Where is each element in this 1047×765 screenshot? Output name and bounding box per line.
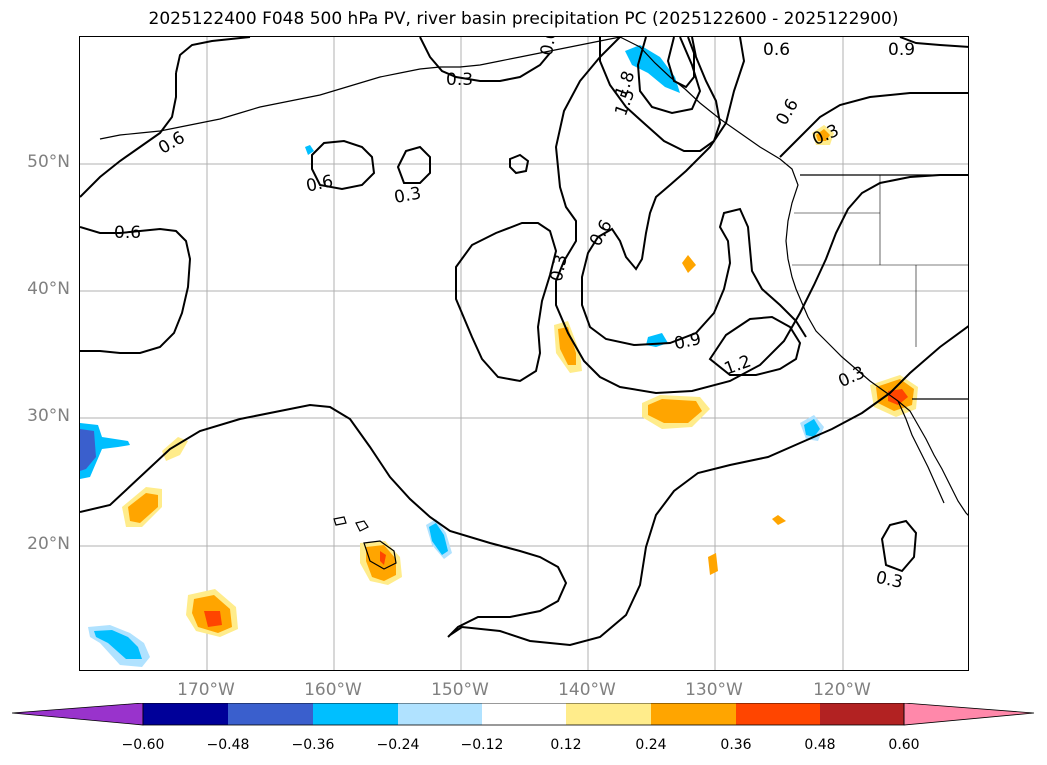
contour-label-8: 0.3: [547, 253, 572, 284]
contour-0.6-north: [80, 73, 177, 198]
contour-0.3-nw: [175, 37, 251, 74]
precip-cyan-southwest: [94, 630, 142, 659]
contour-0.6-ring: [311, 139, 376, 191]
contour-0.3-top: [419, 37, 551, 82]
contour-label-18: 0.6: [772, 95, 803, 128]
precip-orange-hawaii: [366, 545, 396, 581]
contour-small-ring: [509, 153, 530, 175]
precip-orange-tiny-3: [772, 515, 786, 525]
contour-center-oval: [455, 222, 558, 383]
precip-cyan-tiny-north: [305, 145, 314, 155]
pv-contours: [80, 37, 968, 647]
contour-0.6-main: [554, 37, 968, 395]
map-title: 2025122400 F048 500 hPa PV, river basin …: [148, 9, 899, 29]
coast-baja: [897, 400, 945, 504]
precip-orange-oregon: [816, 129, 830, 141]
contour-label-6: 0.3: [393, 184, 423, 208]
lon-label-150w: 150°W: [431, 680, 489, 700]
coastlines: [99, 37, 968, 570]
contour-label-7: 0.6: [586, 216, 617, 249]
coast-alaska: [99, 37, 621, 140]
precip-cyan-baja-core: [804, 419, 820, 437]
contour-label-9: 0.6: [537, 37, 561, 57]
contour-0.9-inner: [581, 37, 807, 347]
colorbar-bin-7: [651, 703, 736, 725]
contour-label-13: 0.9: [888, 40, 915, 60]
contour-label-16: 0.3: [835, 363, 868, 392]
colorbar-bin-6: [566, 703, 651, 725]
colorbar-tick-6: 0.12: [550, 737, 582, 753]
colorbar-extend-low: [12, 703, 144, 726]
lon-label-140w: 140°W: [558, 680, 616, 700]
colorbar-bin-9: [820, 703, 904, 725]
contour-ocean-large: [80, 325, 968, 647]
contour-label-4: 0.6: [114, 223, 141, 243]
precip-red-hawaii: [380, 551, 386, 565]
precip-shading: [80, 45, 918, 667]
colorbar: [12, 703, 1035, 726]
colorbar-bin-3: [313, 703, 398, 725]
precip-cyan-hawaii: [429, 523, 448, 555]
precip-orange-east-ocean: [648, 399, 702, 423]
colorbar-tick-3: −0.36: [291, 737, 335, 753]
lat-label-40n: 40°N: [27, 279, 70, 299]
coast-bc: [619, 37, 968, 516]
contour-se-ring: [880, 519, 918, 573]
colorbar-bin-1: [143, 703, 228, 725]
contour-1.2: [708, 315, 802, 376]
precip-orange-tiny-2: [708, 553, 718, 575]
precip-orange-tiny-1: [682, 255, 696, 273]
contour-label-12: 0.3: [809, 121, 842, 150]
precip-red-ca-coast: [888, 389, 908, 405]
contour-east-0.3: [779, 92, 968, 158]
island-oahu: [355, 520, 369, 532]
lat-label-30n: 30°N: [27, 406, 70, 426]
colorbar-tick-2: −0.48: [206, 737, 250, 753]
lon-label-170w: 170°W: [177, 680, 235, 700]
lon-label-120w: 120°W: [813, 680, 871, 700]
colorbar-tick-10: 0.60: [888, 737, 920, 753]
contour-pv-core-2: [666, 37, 695, 89]
contour-east-0.9: [899, 37, 968, 48]
contour-pv-core-3: [599, 37, 722, 152]
colorbar-tick-5: −0.12: [460, 737, 504, 753]
map-panel: 0.3 0.6 0.6 0.6 0.6 0.3 0.6 0.3 0.6 1.8 …: [79, 36, 969, 671]
colorbar-bin-8: [736, 703, 820, 725]
precip-cyan-bc: [625, 45, 680, 93]
colorbar-tick-9: 0.48: [804, 737, 836, 753]
colorbar-bin-2: [228, 703, 313, 725]
colorbar-bin-4: [398, 703, 482, 725]
precip-red-south: [204, 611, 222, 627]
colorbar-tick-8: 0.36: [720, 737, 752, 753]
lat-label-50n: 50°N: [27, 152, 70, 172]
colorbar-extend-high: [903, 703, 1035, 726]
precip-orange-center: [558, 327, 576, 365]
colorbar-bin-5: [482, 703, 566, 725]
precip-darkblue-west-edge: [80, 429, 96, 471]
colorbar-tick-4: −0.24: [376, 737, 420, 753]
lat-label-20n: 20°N: [27, 534, 70, 554]
contour-label-14: 0.9: [672, 329, 703, 354]
contour-label-17: 0.3: [874, 568, 905, 593]
island-hawaii-big: [363, 540, 397, 570]
contour-label-3: 0.6: [304, 171, 335, 196]
colorbar-tick-1: −0.60: [121, 737, 165, 753]
colorbar-tick-7: 0.24: [635, 737, 667, 753]
lon-label-130w: 130°W: [685, 680, 743, 700]
lon-label-160w: 160°W: [304, 680, 362, 700]
contour-label-1: 0.3: [446, 70, 473, 90]
precip-orange-west: [128, 493, 158, 523]
contour-label-group: 0.3 0.6 0.6 0.6 0.6 0.3 0.6 0.3 0.6 1.8 …: [114, 37, 915, 593]
contour-west-low: [80, 226, 192, 354]
colorbar-outline: [142, 703, 905, 726]
contour-0.3-ring: [396, 145, 431, 184]
island-maui: [333, 516, 347, 526]
contour-label-5: 0.6: [763, 40, 790, 60]
map-canvas: 0.3 0.6 0.6 0.6 0.6 0.3 0.6 0.3 0.6 1.8 …: [80, 37, 968, 670]
